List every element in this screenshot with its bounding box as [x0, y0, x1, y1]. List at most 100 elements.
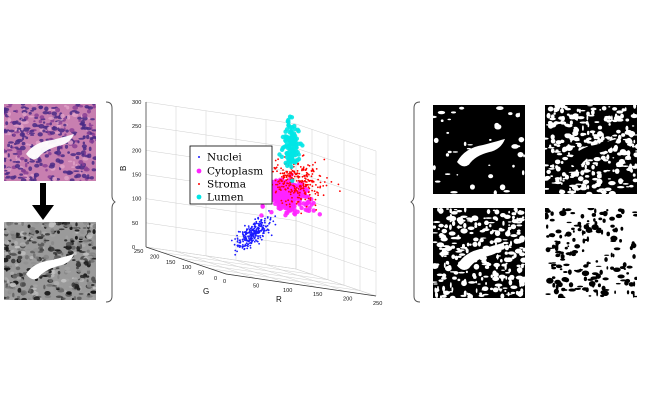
data-point-nuclei [256, 235, 259, 237]
data-point-stroma [304, 183, 307, 186]
data-point-stroma [279, 172, 282, 175]
data-point-stroma [282, 182, 285, 185]
data-point-stroma [323, 181, 326, 183]
data-point-stroma [309, 199, 312, 201]
data-point-nuclei [252, 223, 255, 226]
data-point-stroma [290, 177, 293, 179]
data-point-nuclei [258, 223, 261, 226]
data-point-stroma [293, 175, 296, 178]
data-point-nuclei [248, 227, 250, 229]
data-point-nuclei [233, 243, 236, 246]
data-point-stroma [313, 190, 316, 193]
data-point-stroma [319, 175, 322, 177]
data-point-stroma [317, 186, 319, 189]
data-point-cytoplasm [276, 205, 281, 211]
data-point-stroma [296, 175, 299, 178]
data-point-nuclei [257, 217, 260, 220]
data-point-nuclei [241, 244, 244, 246]
data-point-stroma [289, 191, 292, 194]
data-point-stroma [309, 179, 312, 182]
tick-label-x: 0 [223, 279, 226, 285]
data-point-nuclei [266, 217, 269, 219]
data-point-nuclei [264, 221, 266, 224]
data-point-nuclei [264, 229, 266, 232]
data-point-nuclei [247, 243, 250, 246]
data-point-stroma [276, 170, 278, 173]
data-point-stroma [308, 173, 310, 176]
data-point-lumen [286, 117, 291, 123]
data-point-stroma [289, 205, 291, 208]
data-point-stroma [299, 180, 302, 183]
data-point-stroma [298, 172, 301, 175]
data-point-nuclei [249, 227, 252, 230]
data-point-stroma [302, 166, 305, 169]
data-point-stroma [290, 172, 293, 175]
legend-label-lumen: Lumen [207, 192, 244, 204]
grayscale-tissue-image [4, 222, 96, 300]
scatter-plot-3d: 0 50 100 150 200 250 0 50 100 150 200 250 0 50 100 150 2… [118, 96, 408, 311]
data-point-nuclei [245, 238, 247, 241]
mask-nuclei-image [545, 208, 637, 298]
data-point-stroma [275, 166, 278, 169]
data-point-nuclei [266, 224, 269, 227]
data-point-stroma [305, 181, 308, 183]
data-point-stroma [277, 186, 279, 189]
data-point-stroma [297, 192, 299, 195]
data-point-lumen [300, 143, 305, 148]
data-point-stroma [293, 184, 295, 187]
data-point-stroma [290, 171, 292, 174]
data-point-stroma [282, 185, 285, 188]
tick-label-y: 50 [198, 271, 204, 277]
data-point-stroma [302, 182, 305, 185]
data-point-stroma [309, 183, 312, 186]
data-point-nuclei [243, 231, 246, 234]
data-point-cytoplasm [297, 202, 302, 207]
data-point-stroma [305, 178, 307, 180]
data-point-nuclei [251, 232, 254, 235]
data-point-nuclei [254, 233, 257, 235]
data-point-stroma [282, 177, 285, 180]
data-point-stroma [285, 176, 288, 178]
data-point-stroma [291, 196, 293, 199]
data-point-nuclei [234, 253, 237, 256]
data-point-cytoplasm [292, 211, 297, 216]
data-point-stroma [298, 191, 301, 194]
data-point-cytoplasm [276, 195, 281, 200]
legend-marker-stroma [198, 183, 200, 185]
data-point-stroma [295, 180, 298, 182]
data-point-nuclei [257, 237, 260, 240]
data-point-nuclei [253, 225, 256, 227]
data-point-lumen [294, 136, 299, 141]
data-point-nuclei [258, 220, 261, 223]
data-point-cytoplasm [293, 193, 298, 198]
data-point-nuclei [255, 222, 258, 225]
data-point-stroma [300, 212, 303, 215]
data-point-nuclei [263, 219, 266, 222]
data-point-stroma [310, 175, 313, 178]
data-point-nuclei [267, 231, 270, 234]
data-point-stroma [281, 172, 284, 175]
data-point-nuclei [274, 223, 277, 226]
data-point-stroma [282, 174, 285, 177]
data-point-stroma [302, 169, 305, 171]
data-point-nuclei [253, 240, 256, 243]
data-point-nuclei [272, 220, 275, 223]
data-point-stroma [289, 181, 291, 184]
data-point-stroma [311, 173, 314, 175]
data-point-stroma [274, 159, 277, 162]
data-point-stroma [301, 168, 303, 170]
data-point-stroma [314, 198, 317, 201]
data-point-lumen [293, 152, 298, 158]
data-point-stroma [284, 188, 287, 191]
data-point-lumen [292, 126, 297, 132]
data-point-nuclei [243, 238, 246, 241]
data-point-nuclei [237, 244, 239, 247]
data-point-stroma [299, 166, 302, 168]
legend-label-cytoplasm: Cytoplasm [207, 166, 263, 178]
data-point-nuclei [249, 247, 252, 249]
data-point-cytoplasm [303, 207, 308, 212]
data-point-stroma [276, 183, 279, 186]
data-point-stroma [286, 178, 289, 181]
data-point-stroma [307, 183, 309, 186]
axis-label-z: B [119, 166, 128, 171]
